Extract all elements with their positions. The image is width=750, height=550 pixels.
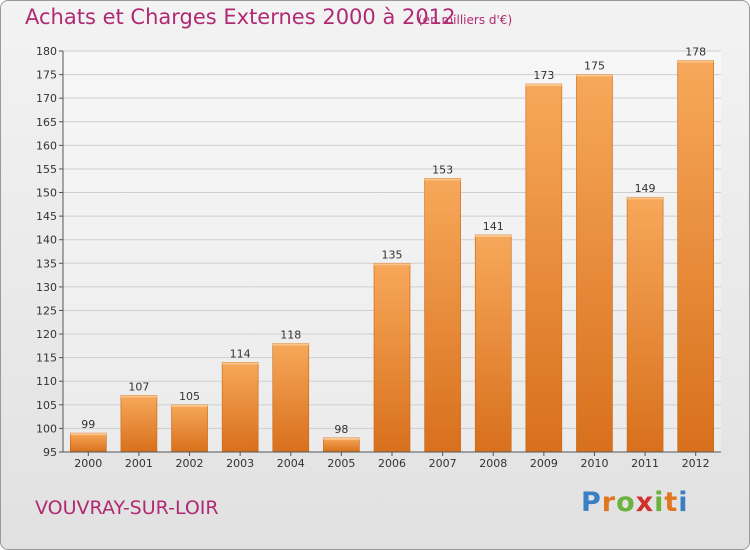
y-tick-label: 120 — [36, 328, 57, 341]
logo-letter: i — [654, 487, 665, 518]
bar — [677, 60, 714, 453]
x-tick-label: 2011 — [631, 457, 659, 470]
y-tick-label: 115 — [36, 352, 57, 365]
data-label: 178 — [685, 45, 706, 58]
y-tick-label: 95 — [43, 446, 57, 459]
bar — [525, 83, 563, 453]
bar — [373, 262, 411, 453]
bar — [272, 343, 310, 453]
x-tick-label: 2012 — [682, 457, 710, 470]
x-tick-label: 2006 — [378, 457, 406, 470]
bar-highlight — [475, 234, 512, 237]
y-tick-label: 180 — [36, 45, 57, 58]
logo-letter: o — [616, 487, 636, 518]
x-tick-label: 2001 — [125, 457, 153, 470]
x-tick-label: 2003 — [226, 457, 254, 470]
bar — [474, 234, 512, 453]
data-label: 107 — [128, 380, 149, 393]
bar-highlight — [171, 404, 208, 407]
logo-letter: P — [581, 487, 602, 518]
bar-highlight — [272, 343, 309, 346]
data-label: 149 — [635, 182, 656, 195]
bar — [120, 395, 158, 453]
city-name: VOUVRAY-SUR-LOIR — [35, 497, 219, 519]
data-label: 173 — [533, 69, 554, 82]
x-tick-label: 2009 — [530, 457, 558, 470]
bar — [323, 437, 360, 453]
x-tick-label: 2007 — [429, 457, 457, 470]
x-tick-label: 2000 — [74, 457, 102, 470]
logo-letter: r — [601, 487, 617, 518]
logo-letter: t — [664, 487, 679, 518]
y-tick-label: 175 — [36, 69, 57, 82]
y-tick-label: 165 — [36, 116, 57, 129]
y-tick-label: 130 — [36, 281, 57, 294]
x-tick-label: 2005 — [327, 457, 355, 470]
data-label: 98 — [334, 423, 348, 436]
x-tick-label: 2002 — [176, 457, 204, 470]
data-label: 153 — [432, 163, 453, 176]
y-tick-label: 125 — [36, 304, 57, 317]
proxiti-logo[interactable]: Proxiti — [581, 487, 689, 518]
bar-highlight — [525, 84, 562, 87]
chart-title: Achats et Charges Externes 2000 à 2012 — [25, 5, 456, 29]
bar — [70, 432, 107, 453]
bar-highlight — [120, 395, 157, 398]
y-tick-label: 160 — [36, 139, 57, 152]
y-tick-label: 170 — [36, 92, 57, 105]
data-label: 99 — [81, 418, 95, 431]
bar-highlight — [424, 178, 461, 181]
y-tick-label: 145 — [36, 210, 57, 223]
bar-highlight — [576, 74, 613, 77]
bar — [576, 74, 613, 453]
logo-letter: i — [678, 487, 689, 518]
x-tick-label: 2010 — [580, 457, 608, 470]
data-label: 118 — [280, 328, 301, 341]
data-label: 114 — [230, 347, 251, 360]
x-tick-label: 2008 — [479, 457, 507, 470]
logo-letter: x — [635, 487, 655, 518]
unit-label: (en milliers d'€) — [418, 13, 513, 27]
y-tick-label: 105 — [36, 399, 57, 412]
y-tick-label: 150 — [36, 187, 57, 200]
y-tick-label: 140 — [36, 234, 57, 247]
data-label: 175 — [584, 60, 605, 73]
data-label: 105 — [179, 390, 200, 403]
bar-highlight — [222, 362, 259, 365]
bar — [424, 178, 461, 453]
bar-highlight — [323, 437, 360, 440]
data-label: 141 — [483, 220, 504, 233]
bar-highlight — [677, 60, 714, 63]
y-tick-label: 100 — [36, 422, 57, 435]
x-tick-label: 2004 — [277, 457, 305, 470]
data-label: 135 — [382, 248, 403, 261]
bar-highlight — [374, 263, 410, 266]
bar — [626, 196, 664, 453]
y-tick-label: 135 — [36, 257, 57, 270]
y-tick-label: 110 — [36, 375, 57, 388]
bar — [171, 404, 208, 453]
bar — [221, 362, 259, 453]
y-tick-label: 155 — [36, 163, 57, 176]
bar-highlight — [627, 197, 664, 200]
bar-highlight — [70, 433, 107, 436]
